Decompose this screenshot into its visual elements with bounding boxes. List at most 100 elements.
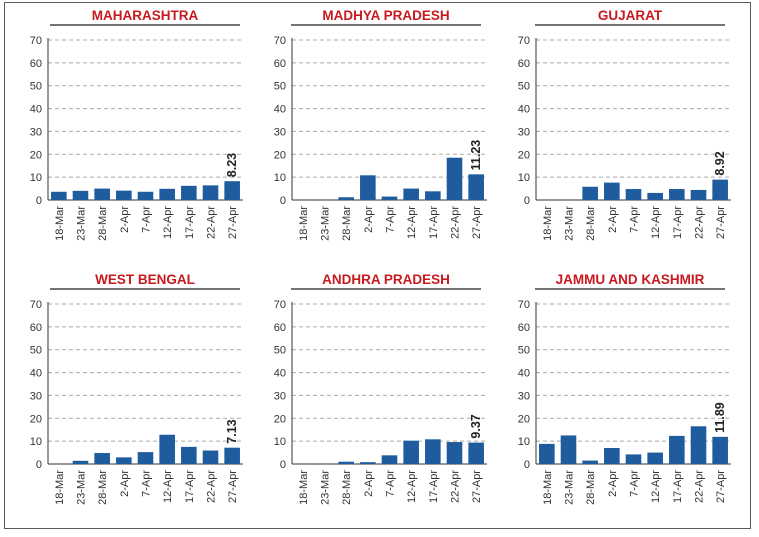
y-tick-label: 20 <box>518 149 530 161</box>
x-tick-label: 23-Mar <box>76 470 88 505</box>
bar <box>669 435 685 464</box>
x-tick-label: 7-Apr <box>141 206 153 233</box>
y-tick-label: 10 <box>518 436 530 448</box>
bar <box>425 439 441 464</box>
y-tick-label: 50 <box>30 345 42 357</box>
bar <box>116 190 132 200</box>
bar <box>51 191 67 200</box>
y-tick-label: 10 <box>518 172 530 184</box>
data-label: 11.23 <box>469 140 483 171</box>
y-tick-label: 30 <box>274 390 286 402</box>
x-tick-label: 27-Apr <box>227 470 239 503</box>
x-tick-label: 22-Apr <box>694 470 706 503</box>
bar <box>647 452 663 464</box>
bar <box>159 188 175 200</box>
bar <box>94 453 110 464</box>
y-tick-label: 10 <box>274 172 286 184</box>
x-tick-label: 18-Mar <box>54 470 66 505</box>
x-tick-label: 2-Apr <box>119 206 131 233</box>
x-tick-label: 12-Apr <box>406 206 418 239</box>
data-label: 8.23 <box>225 153 239 177</box>
bar <box>137 452 154 464</box>
bar <box>94 188 110 200</box>
x-tick-label: 7-Apr <box>629 206 641 233</box>
bar <box>224 181 240 200</box>
x-tick-label: 27-Apr <box>471 470 483 503</box>
bar <box>712 179 728 200</box>
y-tick-label: 50 <box>518 81 530 93</box>
bar <box>468 442 484 464</box>
y-tick-label: 50 <box>518 345 530 357</box>
y-tick-label: 60 <box>274 322 286 334</box>
x-tick-label: 22-Apr <box>694 206 706 239</box>
y-tick-label: 70 <box>274 35 286 47</box>
bar <box>381 455 398 464</box>
bar <box>224 447 240 464</box>
x-tick-label: 27-Apr <box>715 470 727 503</box>
bar <box>539 443 555 464</box>
y-tick-label: 20 <box>30 413 42 425</box>
x-tick-label: 12-Apr <box>406 470 418 503</box>
x-tick-label: 28-Mar <box>97 470 109 505</box>
bar <box>582 460 598 464</box>
y-tick-label: 0 <box>280 459 286 471</box>
y-tick-label: 70 <box>30 299 42 311</box>
bar <box>338 461 354 464</box>
bar <box>403 440 419 464</box>
bar <box>72 460 89 464</box>
bar <box>690 189 707 200</box>
panel-title: GUJARAT <box>598 8 663 23</box>
y-tick-label: 20 <box>274 413 286 425</box>
bar <box>468 174 484 200</box>
x-tick-label: 7-Apr <box>141 470 153 497</box>
data-label: 7.13 <box>225 419 239 443</box>
y-tick-label: 40 <box>518 104 530 116</box>
bar <box>669 189 685 200</box>
y-tick-label: 70 <box>274 299 286 311</box>
y-tick-label: 40 <box>30 368 42 380</box>
bar <box>181 185 197 200</box>
panel-2: GUJARAT 0 10 20 30 40 50 60 70 18-Mar 23-Mar 28-Mar… <box>518 8 731 241</box>
panel-title: MAHARASHTRA <box>92 8 199 23</box>
x-tick-label: 18-Mar <box>54 206 66 241</box>
bar <box>446 442 463 464</box>
y-tick-label: 30 <box>30 126 42 138</box>
x-tick-label: 17-Apr <box>428 470 440 503</box>
x-tick-label: 12-Apr <box>162 470 174 503</box>
y-tick-label: 40 <box>274 368 286 380</box>
bar <box>159 434 175 464</box>
x-tick-label: 28-Mar <box>341 470 353 505</box>
y-tick-label: 30 <box>274 126 286 138</box>
x-tick-label: 7-Apr <box>385 470 397 497</box>
x-tick-label: 23-Mar <box>564 470 576 505</box>
bar <box>202 185 219 200</box>
bar <box>181 446 197 464</box>
x-tick-label: 17-Apr <box>428 206 440 239</box>
panel-0: MAHARASHTRA 0 10 20 30 40 50 60 70 18-Mar 23-Mar 28… <box>30 8 243 241</box>
x-tick-label: 17-Apr <box>672 206 684 239</box>
panel-title: JAMMU AND KASHMIR <box>556 272 705 287</box>
y-tick-label: 40 <box>274 104 286 116</box>
x-tick-label: 12-Apr <box>162 206 174 239</box>
bar <box>116 457 132 464</box>
data-label: 11.89 <box>713 402 727 433</box>
panel-title: WEST BENGAL <box>95 272 195 287</box>
data-label: 9.37 <box>469 414 483 438</box>
bar <box>690 426 707 464</box>
x-tick-label: 18-Mar <box>542 206 554 241</box>
y-tick-label: 50 <box>274 81 286 93</box>
y-tick-label: 0 <box>36 195 42 207</box>
panel-5: JAMMU AND KASHMIR 0 10 20 30 40 50 60 70 18-Mar 23… <box>518 272 731 505</box>
bar <box>712 436 728 464</box>
x-tick-label: 28-Mar <box>585 206 597 241</box>
y-tick-label: 0 <box>36 459 42 471</box>
bar <box>403 188 419 200</box>
x-tick-label: 23-Mar <box>564 206 576 241</box>
bar <box>137 191 154 200</box>
bar <box>446 157 463 200</box>
bar <box>625 189 642 200</box>
x-tick-label: 17-Apr <box>184 470 196 503</box>
x-tick-label: 27-Apr <box>471 206 483 239</box>
x-tick-label: 23-Mar <box>320 206 332 241</box>
y-tick-label: 30 <box>30 390 42 402</box>
